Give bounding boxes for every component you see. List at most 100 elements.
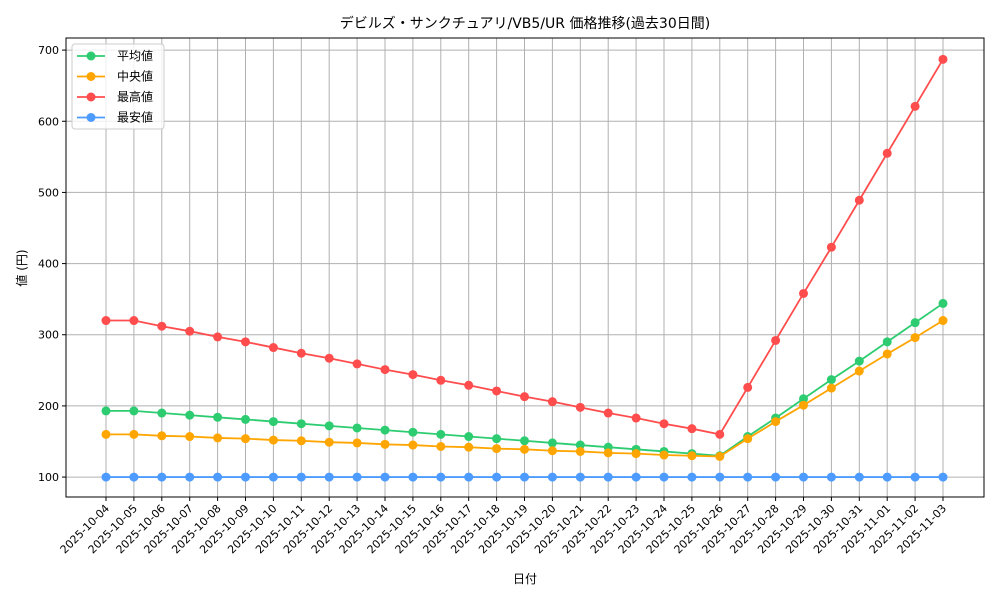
data-point: [324, 353, 334, 363]
legend-label: 最安値: [117, 110, 153, 125]
data-point: [408, 440, 418, 450]
data-point: [910, 101, 920, 111]
data-point: [101, 316, 111, 326]
data-point: [492, 386, 502, 396]
data-point: [799, 288, 808, 298]
y-tick-label: 100: [38, 471, 59, 484]
y-axis: 100 200 300 400 500 600 700: [38, 44, 66, 484]
data-point: [547, 397, 557, 407]
data-point: [241, 434, 250, 444]
data-point: [157, 472, 167, 482]
data-point: [687, 424, 697, 434]
data-point: [687, 472, 697, 482]
data-point: [575, 472, 585, 482]
data-point: [380, 472, 390, 482]
data-point: [687, 451, 697, 461]
data-point: [492, 434, 502, 444]
data-point: [129, 406, 139, 416]
data-point: [854, 195, 864, 205]
data-point: [547, 472, 557, 482]
y-tick-label: 600: [38, 115, 59, 128]
data-point: [268, 343, 278, 353]
data-point: [938, 298, 948, 308]
data-point: [520, 444, 529, 454]
data-point: [743, 434, 753, 444]
data-point: [659, 450, 669, 460]
data-point: [129, 429, 139, 439]
data-point: [715, 429, 725, 439]
data-point: [324, 437, 334, 447]
data-point: [854, 356, 864, 366]
data-point: [799, 394, 808, 404]
series-1: [101, 316, 948, 461]
data-point: [799, 400, 808, 410]
y-tick-label: 200: [38, 400, 59, 413]
data-point: [101, 472, 111, 482]
data-point: [854, 472, 864, 482]
data-point: [715, 472, 725, 482]
data-point: [352, 359, 362, 369]
data-point: [268, 417, 278, 427]
data-point: [938, 54, 948, 64]
data-point: [631, 449, 641, 459]
data-point: [213, 433, 223, 443]
data-point: [492, 472, 502, 482]
legend-label: 平均値: [117, 48, 153, 63]
data-point: [520, 472, 529, 482]
data-point: [547, 438, 557, 448]
data-point: [185, 326, 195, 336]
data-point: [324, 421, 334, 431]
data-point: [268, 435, 278, 445]
data-point: [882, 148, 892, 158]
data-point: [854, 366, 864, 376]
data-point: [743, 472, 753, 482]
data-point: [157, 431, 167, 441]
data-point: [213, 332, 223, 342]
data-point: [436, 472, 446, 482]
data-point: [910, 472, 920, 482]
data-point: [603, 408, 613, 418]
y-axis-label: 値 (円): [14, 249, 29, 286]
y-tick-label: 300: [38, 329, 59, 342]
data-point: [603, 472, 613, 482]
data-point: [547, 446, 557, 456]
data-point: [241, 414, 250, 424]
data-point: [492, 444, 502, 454]
legend-label: 中央値: [117, 69, 153, 84]
data-point: [799, 472, 808, 482]
data-point: [464, 442, 474, 452]
data-point: [575, 402, 585, 412]
data-point: [826, 375, 836, 385]
data-point: [826, 472, 836, 482]
data-point: [771, 472, 781, 482]
data-point: [715, 451, 725, 461]
data-point: [352, 438, 362, 448]
data-point: [910, 318, 920, 328]
data-point: [408, 427, 418, 437]
data-point: [129, 472, 139, 482]
data-point: [352, 472, 362, 482]
series-0: [101, 298, 948, 461]
data-point: [882, 337, 892, 347]
legend-marker: [86, 113, 96, 122]
data-point: [938, 472, 948, 482]
series-2: [101, 54, 948, 439]
legend-item: 平均値: [77, 48, 153, 63]
data-point: [157, 321, 167, 331]
data-point: [241, 337, 250, 347]
y-tick-label: 400: [38, 258, 59, 271]
data-point: [213, 412, 223, 422]
data-point: [520, 436, 529, 446]
series-3: [101, 472, 948, 482]
data-point: [380, 365, 390, 375]
chart-title: デビルズ・サンクチュアリ/VB5/UR 価格推移(過去30日間): [340, 15, 710, 32]
data-point: [324, 472, 334, 482]
data-point: [408, 472, 418, 482]
data-point: [296, 348, 306, 358]
data-point: [771, 335, 781, 345]
data-point: [659, 472, 669, 482]
legend-item: 最安値: [77, 110, 153, 125]
data-point: [436, 441, 446, 451]
